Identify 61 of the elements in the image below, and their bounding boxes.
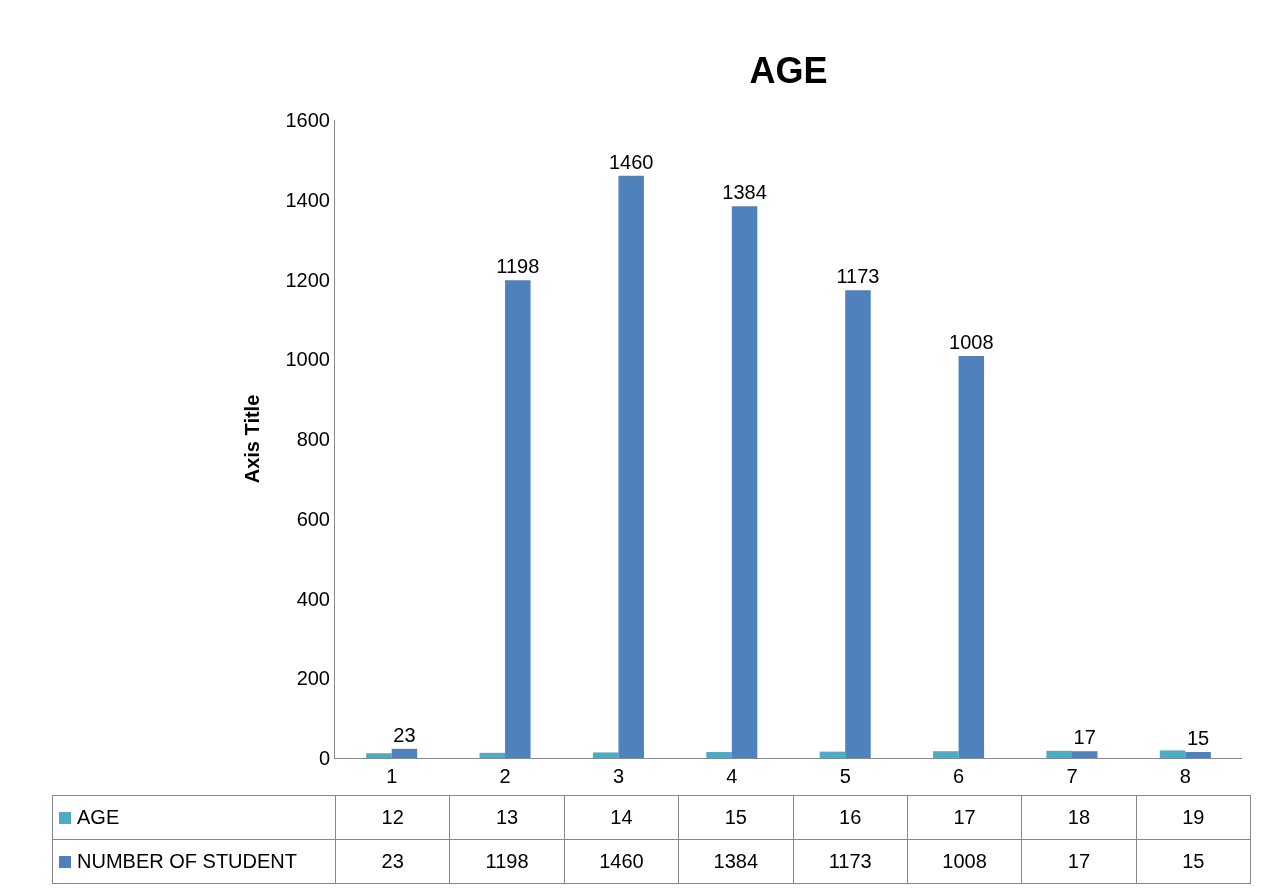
x-tick-label: 1 bbox=[386, 765, 398, 787]
x-tick-label: 6 bbox=[953, 765, 965, 787]
bar bbox=[845, 290, 871, 758]
bar bbox=[1046, 750, 1072, 758]
data-label: 23 bbox=[335, 839, 450, 884]
y-tick-label: 1200 bbox=[285, 268, 330, 291]
bar bbox=[391, 748, 418, 758]
chart-title: AGE bbox=[749, 50, 828, 92]
data-label: 14 bbox=[564, 795, 679, 840]
y-tick-label: 0 bbox=[318, 747, 330, 769]
data-label: 13 bbox=[449, 795, 565, 840]
y-tick-label: 200 bbox=[296, 667, 330, 690]
x-tick-label: 8 bbox=[1179, 765, 1191, 787]
x-tick-label: 4 bbox=[726, 765, 738, 787]
bar bbox=[933, 751, 959, 758]
y-tick-label: 600 bbox=[296, 507, 330, 530]
text: 1173 bbox=[836, 265, 880, 288]
x-tick-label: 7 bbox=[1066, 765, 1078, 787]
bar bbox=[706, 752, 732, 758]
data-label: 1173 bbox=[793, 839, 908, 884]
data-label: 19 bbox=[1136, 795, 1251, 840]
bar bbox=[479, 752, 506, 758]
data-label: 17 bbox=[907, 795, 1022, 840]
data-label: 1460 bbox=[564, 839, 679, 884]
bar bbox=[366, 753, 392, 758]
x-tick-label: 2 bbox=[499, 765, 511, 787]
data-label: 1008 bbox=[907, 839, 1022, 884]
bar bbox=[505, 280, 531, 758]
data-label: 12 bbox=[335, 795, 450, 840]
text: 1460 bbox=[608, 150, 654, 173]
y-tick-label: 1400 bbox=[285, 188, 330, 211]
text: 17 bbox=[1073, 726, 1096, 749]
text: 1198 bbox=[496, 255, 540, 278]
legend-label: NUMBER OF STUDENT bbox=[52, 839, 336, 884]
data-label: 1198 bbox=[449, 839, 565, 884]
y-tick-label: 400 bbox=[296, 587, 330, 610]
data-label: 15 bbox=[678, 795, 793, 840]
text: 1384 bbox=[722, 181, 767, 204]
data-label: 1384 bbox=[678, 839, 793, 884]
data-label: 15 bbox=[1136, 839, 1251, 884]
text: 23 bbox=[393, 723, 416, 746]
bar bbox=[618, 175, 644, 758]
bar bbox=[592, 752, 619, 758]
bar bbox=[819, 751, 846, 758]
x-tick-label: 3 bbox=[612, 765, 624, 787]
x-tick-label: 5 bbox=[839, 765, 851, 787]
bar bbox=[731, 206, 758, 758]
y-axis-title: Axis Title bbox=[241, 394, 263, 484]
data-label: 17 bbox=[1021, 839, 1137, 884]
y-tick-label: 1000 bbox=[285, 348, 330, 371]
y-tick-label: 800 bbox=[296, 428, 330, 450]
bar bbox=[1185, 752, 1211, 758]
legend-label: AGE bbox=[52, 795, 336, 840]
text: 15 bbox=[1186, 727, 1210, 750]
bar bbox=[1159, 750, 1186, 758]
bar bbox=[958, 356, 985, 758]
text: 1008 bbox=[949, 331, 994, 354]
data-label: 16 bbox=[793, 795, 908, 840]
y-tick-label: 1600 bbox=[285, 109, 330, 131]
bar bbox=[1071, 751, 1098, 758]
data-label: 18 bbox=[1021, 795, 1137, 840]
